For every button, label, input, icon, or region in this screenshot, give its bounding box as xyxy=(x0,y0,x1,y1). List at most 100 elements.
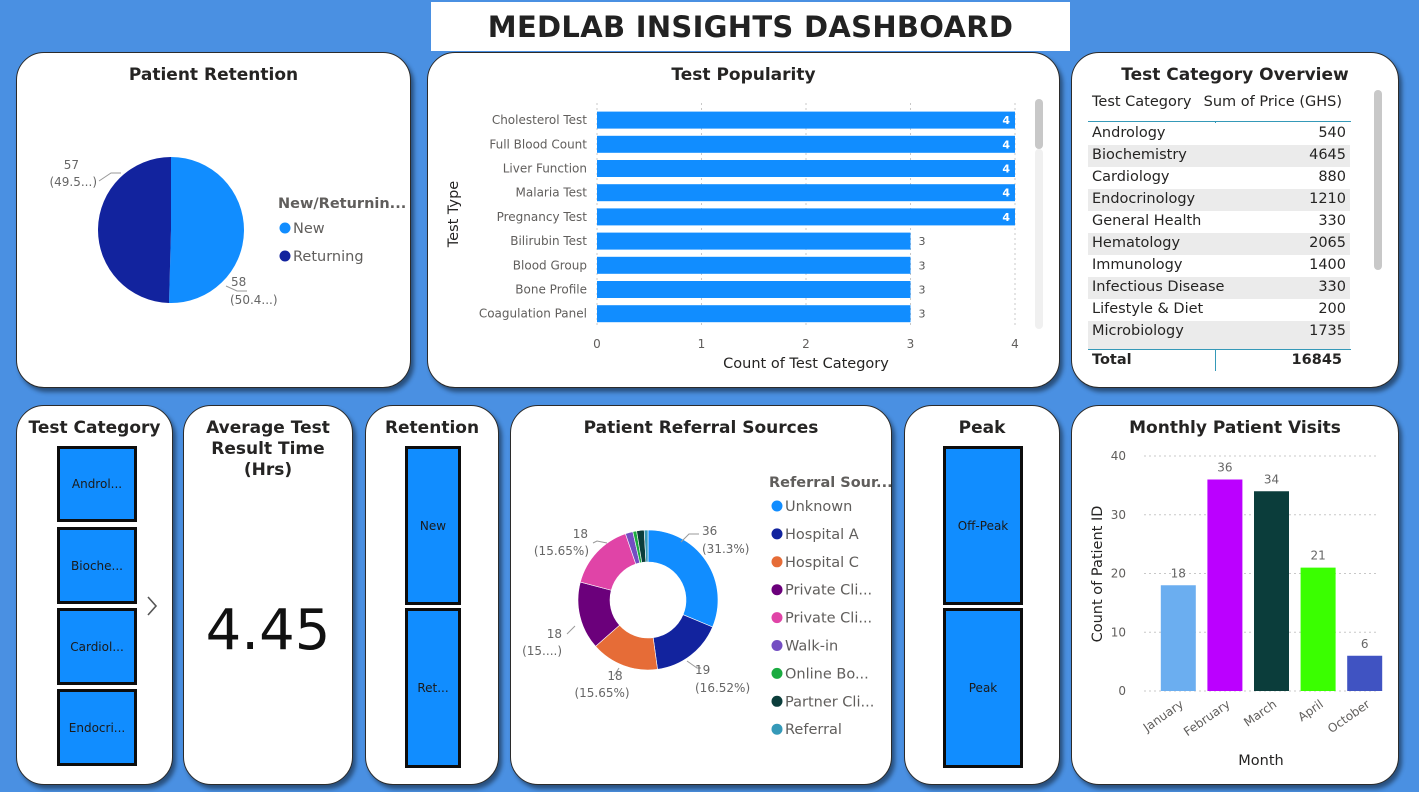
pie-slice-returning[interactable] xyxy=(97,157,171,303)
chevron-right-icon[interactable] xyxy=(145,595,159,617)
legend-item-2-hospital-c[interactable]: Hospital C xyxy=(785,555,859,571)
legend-item-6-online-bo[interactable]: Online Bo... xyxy=(785,666,869,682)
table-header-price[interactable]: Sum of Price (GHS) xyxy=(1203,94,1342,110)
bar-march[interactable] xyxy=(1254,491,1289,691)
peak-slicer-title: Peak xyxy=(958,418,1006,438)
donut-slice-8-referral[interactable] xyxy=(643,529,649,563)
table-row-lifestyle-diet[interactable]: Lifestyle & Diet 200 xyxy=(1088,299,1350,321)
table-row-general-health[interactable]: General Health 330 xyxy=(1088,211,1350,233)
legend-item-8-referral[interactable]: Referral xyxy=(785,722,842,738)
slicer-item-new[interactable]: New xyxy=(405,446,461,605)
chart-scrollbar[interactable] xyxy=(1035,99,1043,149)
avg-result-time-title: Average Test Result Time (Hrs) xyxy=(184,418,352,481)
table-cell-price: 330 xyxy=(1318,279,1346,295)
y-tick-coagulation-panel: Coagulation Panel xyxy=(479,307,587,321)
referral-sources-card[interactable]: Patient Referral Sources 36 (31.3%) 19 (16.… xyxy=(510,405,892,785)
data-label-private-2-value: 18 xyxy=(573,527,588,541)
retention-slicer-card: Retention New Ret... xyxy=(365,405,499,785)
legend-title: Referral Sour... xyxy=(769,475,892,491)
slicer-item-returning[interactable]: Ret... xyxy=(405,608,461,768)
legend-dot-3-private-cli xyxy=(771,584,783,596)
table-row-endocrinology[interactable]: Endocrinology 1210 xyxy=(1088,189,1350,211)
table-row-cardiology[interactable]: Cardiology 880 xyxy=(1088,167,1350,189)
legend-item-5-walk-in[interactable]: Walk-in xyxy=(785,639,838,655)
patient-retention-card[interactable]: Patient Retention 57 (49.5...) 58 (50.4...)… xyxy=(16,52,411,388)
table-cell-price: 2065 xyxy=(1309,235,1346,251)
table-scrollbar[interactable] xyxy=(1374,90,1382,270)
patient-retention-chart[interactable]: 57 (49.5...) 58 (50.4...) New/Returnin... New… xyxy=(17,53,411,388)
legend-item-1-hospital-a[interactable]: Hospital A xyxy=(785,527,859,543)
table-cell-price: 200 xyxy=(1318,301,1346,317)
y-tick-pregnancy-test: Pregnancy Test xyxy=(497,210,588,224)
y-tick-bilirubin-test: Bilirubin Test xyxy=(510,234,587,248)
referral-sources-title: Patient Referral Sources xyxy=(583,418,819,438)
slicer-item-off-peak[interactable]: Off-Peak xyxy=(943,446,1023,605)
data-label-hospital-c-value: 18 xyxy=(607,669,622,683)
leader-line-private-2 xyxy=(592,540,608,544)
avg-result-time-value: 4.45 xyxy=(205,598,331,663)
data-label-full-blood-count: 4 xyxy=(1002,138,1010,151)
monthly-visits-card[interactable]: Monthly Patient Visits 0 10 20 30 40 18 Januar… xyxy=(1071,405,1399,785)
table-header-category[interactable]: Test Category xyxy=(1092,94,1192,110)
table-row-biochemistry[interactable]: Biochemistry 4645 xyxy=(1088,145,1350,167)
x-tick-february: February xyxy=(1181,697,1233,739)
pie-slice-new[interactable] xyxy=(169,157,244,303)
table-row-immunology[interactable]: Immunology 1400 xyxy=(1088,255,1350,277)
legend-item-0-unknown[interactable]: Unknown xyxy=(785,499,852,515)
table-row-hematology[interactable]: Hematology 2065 xyxy=(1088,233,1350,255)
table-row-microbiology[interactable]: Microbiology 1735 xyxy=(1088,321,1350,343)
data-label-hospital-c-pct: (15.65%) xyxy=(574,686,629,700)
test-category-slicer-title: Test Category xyxy=(28,418,161,438)
table-header-divider xyxy=(1088,121,1351,122)
bar-bone-profile[interactable] xyxy=(597,281,911,298)
bar-blood-group[interactable] xyxy=(597,256,911,274)
bar-february[interactable] xyxy=(1207,479,1243,692)
data-label-cholesterol-test: 4 xyxy=(1002,114,1010,127)
slicer-item-cardiology[interactable]: Cardiol... xyxy=(57,608,137,685)
slicer-item-peak[interactable]: Peak xyxy=(943,608,1023,768)
bar-bilirubin-test[interactable] xyxy=(597,232,911,250)
table-row-infectious-disease[interactable]: Infectious Disease 330 xyxy=(1088,277,1350,299)
bar-malaria-test[interactable] xyxy=(597,184,1015,202)
x-axis-label: Month xyxy=(1238,753,1283,769)
table-cell-category: General Health xyxy=(1092,213,1202,229)
table-cell-price: 1210 xyxy=(1309,191,1346,207)
x-tick-1: 1 xyxy=(698,337,706,351)
legend-item-new[interactable]: New xyxy=(293,221,325,237)
data-label-february: 36 xyxy=(1217,461,1232,475)
legend-title: New/Returnin... xyxy=(278,196,406,212)
bar-october[interactable] xyxy=(1347,655,1383,691)
legend-item-returning[interactable]: Returning xyxy=(293,249,364,265)
legend-item-3-private-cli[interactable]: Private Cli... xyxy=(785,583,872,599)
bar-april[interactable] xyxy=(1300,567,1336,691)
legend-dot-4-private-cli xyxy=(771,612,783,624)
legend-item-4-private-cli[interactable]: Private Cli... xyxy=(785,611,872,627)
legend-item-7-partner-cli[interactable]: Partner Cli... xyxy=(785,694,874,710)
bar-full-blood-count[interactable] xyxy=(597,135,1015,153)
table-cell-price: 330 xyxy=(1318,213,1346,229)
test-popularity-card[interactable]: Test Popularity 0 1 2 3 4 Cholesterol Test 4 Fu… xyxy=(427,52,1060,388)
test-popularity-title: Test Popularity xyxy=(671,65,816,85)
slicer-item-biochemistry[interactable]: Bioche... xyxy=(57,527,137,604)
bar-liver-function[interactable] xyxy=(597,160,1015,177)
bar-pregnancy-test[interactable] xyxy=(597,208,1015,226)
bar-cholesterol-test[interactable] xyxy=(597,111,1015,129)
table-row-andrology[interactable]: Andrology 540 xyxy=(1088,123,1350,145)
data-label-private-1-value: 18 xyxy=(547,627,562,641)
donut-slice-0-unknown[interactable] xyxy=(647,529,719,628)
test-category-overview-card[interactable]: Test Category Overview Test Category Sum… xyxy=(1071,52,1399,388)
bar-january[interactable] xyxy=(1160,585,1196,691)
y-tick-blood-group: Blood Group xyxy=(513,258,587,272)
x-tick-0: 0 xyxy=(593,337,601,351)
bar-coagulation-panel[interactable] xyxy=(597,305,911,323)
donut-slice-4-private-cli[interactable] xyxy=(579,533,637,591)
test-popularity-chart[interactable]: 0 1 2 3 4 Cholesterol Test 4 Full Blood Count 4 L… xyxy=(428,53,1060,388)
slicer-item-andrology[interactable]: Androl... xyxy=(57,446,137,522)
chart-scrollbar-track xyxy=(1035,149,1043,329)
slicer-item-endocrinology[interactable]: Endocri... xyxy=(57,689,137,766)
data-label-returning-value: 57 xyxy=(64,158,79,172)
data-label-october: 6 xyxy=(1361,637,1369,651)
y-tick-cholesterol-test: Cholesterol Test xyxy=(492,113,587,127)
monthly-visits-chart[interactable]: 0 10 20 30 40 18 January 36 February 34 March 21 Apr… xyxy=(1072,406,1399,785)
referral-sources-chart[interactable]: 36 (31.3%) 19 (16.52%) 18 (15.65%) 18 (15....) 1… xyxy=(511,406,892,785)
